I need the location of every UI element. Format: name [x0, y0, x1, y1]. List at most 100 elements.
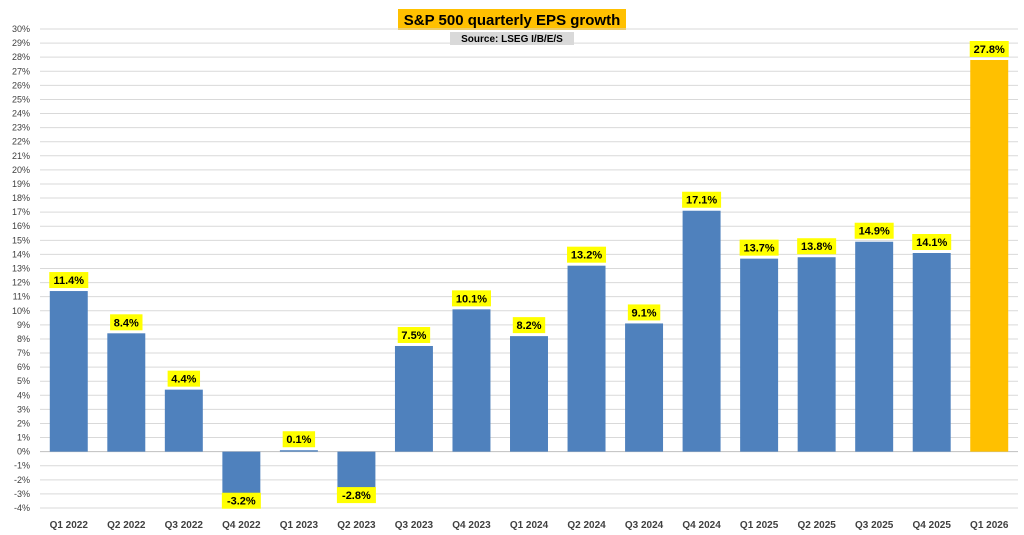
x-tick-label: Q3 2022 [165, 520, 204, 531]
bar [337, 451, 376, 492]
bar [510, 336, 548, 452]
data-label: 17.1% [686, 195, 717, 207]
y-tick-label: -3% [14, 489, 30, 499]
data-label-background [167, 370, 201, 387]
y-tick-label: 21% [12, 151, 30, 161]
x-tick-label: Q2 2024 [567, 520, 606, 531]
bar [49, 291, 88, 452]
data-label-background [567, 246, 607, 263]
y-tick-label: 28% [12, 52, 30, 62]
y-tick-label: 5% [17, 376, 30, 386]
data-label-background [110, 314, 143, 331]
y-tick-label: 18% [12, 193, 30, 203]
data-label-background [797, 238, 837, 255]
bar [567, 265, 606, 452]
y-tick-label: -2% [14, 475, 30, 485]
data-label-background [912, 234, 952, 251]
y-tick-label: 23% [12, 123, 30, 133]
data-label: 4.4% [171, 374, 196, 386]
data-label: 11.4% [53, 275, 84, 287]
bar [797, 257, 836, 452]
y-tick-label: 25% [12, 94, 30, 104]
x-tick-label: Q1 2026 [970, 520, 1009, 531]
bar [682, 210, 721, 452]
y-tick-label: 4% [17, 390, 30, 400]
bar [164, 389, 203, 452]
bar [222, 451, 261, 497]
y-tick-label: 15% [12, 235, 30, 245]
data-label-background [854, 222, 894, 239]
y-tick-label: -1% [14, 461, 30, 471]
data-label: 14.1% [916, 237, 947, 249]
data-label-background [512, 317, 546, 334]
data-label-background [739, 239, 779, 256]
x-tick-label: Q4 2025 [913, 520, 952, 531]
data-label: 14.9% [859, 226, 890, 238]
bar [452, 309, 491, 452]
data-label: -2.8% [342, 490, 371, 502]
data-label-background [451, 290, 491, 307]
data-label: 0.1% [286, 434, 311, 446]
y-tick-label: 2% [17, 418, 30, 428]
y-tick-label: 24% [12, 109, 30, 119]
x-tick-label: Q3 2024 [625, 520, 664, 531]
data-label: 10.1% [456, 293, 487, 305]
x-tick-label: Q4 2022 [222, 520, 261, 531]
data-label: 13.8% [801, 241, 832, 253]
chart-subtitle: Source: LSEG I/B/E/S [461, 34, 563, 45]
chart-title: S&P 500 quarterly EPS growth [404, 12, 620, 29]
data-label: 9.1% [632, 307, 657, 319]
chart-subtitle-background [450, 32, 574, 45]
data-label-background [282, 431, 316, 448]
y-tick-label: 14% [12, 249, 30, 259]
y-tick-label: 8% [17, 334, 30, 344]
y-tick-label: 9% [17, 320, 30, 330]
data-label-background [49, 272, 89, 289]
bars [49, 59, 1009, 497]
data-label: 7.5% [401, 330, 426, 342]
bar [625, 323, 664, 452]
data-label: -3.2% [227, 496, 256, 508]
data-label-background [627, 304, 661, 321]
y-tick-label: 26% [12, 80, 30, 90]
x-axis: Q1 2022 Q2 2022 Q3 2022 Q4 2022 Q1 2023 Q2 20… [50, 520, 1009, 531]
chart-title-background [398, 9, 626, 30]
x-tick-label: Q2 2025 [797, 520, 836, 531]
data-label: 13.7% [744, 243, 775, 255]
bar [740, 258, 779, 452]
y-tick-label: 6% [17, 362, 30, 372]
x-tick-label: Q1 2022 [50, 520, 89, 531]
y-tick-label: 22% [12, 137, 30, 147]
data-labels: 11.4% 8.4% 4.4% -3.2% 0.1% -2.8% 7.5% 10.1% 8.2%… [49, 40, 1009, 509]
y-tick-label: 7% [17, 348, 30, 358]
data-label: 8.4% [114, 317, 139, 329]
y-tick-label: 17% [12, 207, 30, 217]
x-tick-label: Q3 2025 [855, 520, 894, 531]
data-label-background [682, 191, 722, 208]
data-label-background [969, 40, 1009, 57]
x-tick-label: Q2 2023 [337, 520, 376, 531]
x-tick-label: Q1 2023 [280, 520, 319, 531]
data-label: 27.8% [974, 44, 1005, 56]
y-tick-label: 27% [12, 66, 30, 76]
y-tick-label: 20% [12, 165, 30, 175]
bar [279, 450, 318, 452]
y-tick-label: 19% [12, 179, 30, 189]
data-label-background [397, 326, 431, 343]
y-tick-label: 0% [17, 447, 30, 457]
y-tick-label: 12% [12, 278, 30, 288]
y-tick-label: 29% [12, 38, 30, 48]
y-tick-label: 3% [17, 404, 30, 414]
bar [855, 241, 894, 452]
x-tick-label: Q1 2024 [510, 520, 549, 531]
y-tick-label: 30% [12, 24, 30, 34]
data-label: 13.2% [571, 250, 602, 262]
y-tick-label: 11% [13, 292, 30, 302]
x-tick-label: Q2 2022 [107, 520, 146, 531]
y-tick-label: 10% [12, 306, 30, 316]
x-tick-label: Q1 2025 [740, 520, 779, 531]
x-tick-label: Q4 2024 [682, 520, 721, 531]
y-tick-label: 16% [12, 221, 30, 231]
bar [912, 253, 951, 452]
